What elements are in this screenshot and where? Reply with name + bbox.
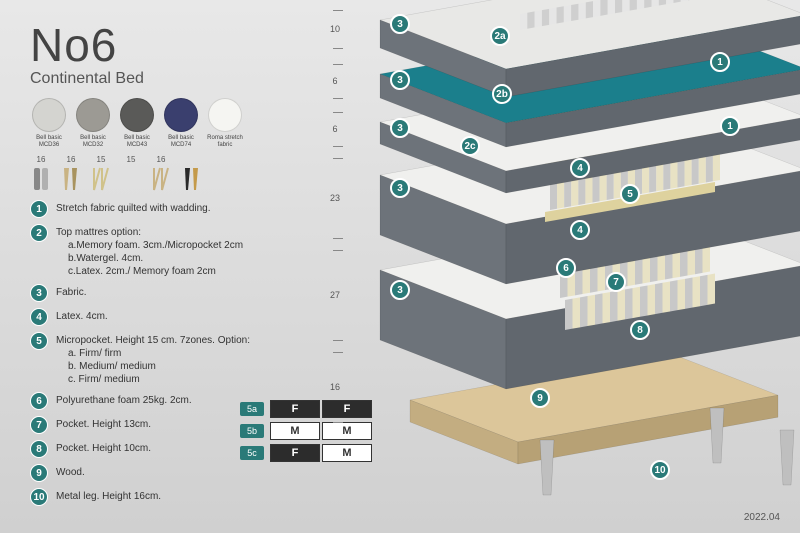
legend-text: Top mattres option:a.Memory foam. 3cm./M… <box>56 224 243 278</box>
leg-count: 16 <box>37 155 46 164</box>
diagram-badge: 3 <box>390 14 410 34</box>
leg-icon <box>30 166 52 194</box>
swatch: Bell basic MCD74 <box>162 98 200 148</box>
legend-text: Latex. 4cm. <box>56 308 108 323</box>
leg-count: 15 <box>97 155 106 164</box>
firmness-tag: 5a <box>240 402 264 416</box>
diagram-badge: 7 <box>606 272 626 292</box>
legend-badge: 4 <box>30 308 48 326</box>
diagram-badge: 8 <box>630 320 650 340</box>
swatch-label: Bell basic MCD36 <box>30 135 68 148</box>
firmness-cell: M <box>270 422 320 440</box>
legend-text: Pocket. Height 13cm. <box>56 416 151 431</box>
swatch: Roma stretch fabric <box>206 98 244 148</box>
legend-badge: 10 <box>30 488 48 506</box>
legend-row: 2 Top mattres option:a.Memory foam. 3cm./… <box>30 224 290 278</box>
swatch-chip <box>208 98 242 132</box>
diagram-badge: 2c <box>460 136 480 156</box>
leg-icon <box>120 166 142 194</box>
product-subtitle: Continental Bed <box>30 70 144 88</box>
swatch-label: Bell basic MCD43 <box>118 135 156 148</box>
swatch-chip <box>120 98 154 132</box>
legend-badge: 8 <box>30 440 48 458</box>
swatch-chip <box>76 98 110 132</box>
diagram-badge: 1 <box>720 116 740 136</box>
legend-text: Fabric. <box>56 284 87 299</box>
swatch-label: Bell basic MCD74 <box>162 135 200 148</box>
leg-style <box>180 164 202 194</box>
legend-row: 9 Wood. <box>30 464 290 482</box>
leg-count: 16 <box>157 155 166 164</box>
legend-badge: 3 <box>30 284 48 302</box>
title-block: No6 Continental Bed <box>30 18 144 88</box>
diagram-badge: 10 <box>650 460 670 480</box>
leg-count: 16 <box>67 155 76 164</box>
legend-badge: 7 <box>30 416 48 434</box>
swatch-chip <box>164 98 198 132</box>
firmness-tag: 5b <box>240 424 264 438</box>
diagram-badge: 1 <box>710 52 730 72</box>
legend-row: 3 Fabric. <box>30 284 290 302</box>
exploded-diagram: 1066232716 32a132b32c143546378910 <box>320 0 800 533</box>
legend-badge: 1 <box>30 200 48 218</box>
diagram-badge: 9 <box>530 388 550 408</box>
swatch: Bell basic MCD32 <box>74 98 112 148</box>
legend-row: 5 Micropocket. Height 15 cm. 7zones. Opti… <box>30 332 290 386</box>
diagram-badge: 3 <box>390 178 410 198</box>
diagram-badge: 4 <box>570 220 590 240</box>
swatch: Bell basic MCD43 <box>118 98 156 148</box>
leg-style: 15 <box>120 155 142 194</box>
legend-text: Pocket. Height 10cm. <box>56 440 151 455</box>
leg-icon <box>150 166 172 194</box>
legend-badge: 6 <box>30 392 48 410</box>
diagram-badge: 3 <box>390 118 410 138</box>
legend-text: Metal leg. Height 16cm. <box>56 488 161 503</box>
legend-text: Micropocket. Height 15 cm. 7zones. Optio… <box>56 332 250 386</box>
diagram-badge: 3 <box>390 280 410 300</box>
diagram-badge: 6 <box>556 258 576 278</box>
legend-row: 4 Latex. 4cm. <box>30 308 290 326</box>
legend-text: Wood. <box>56 464 85 479</box>
legend-badge: 5 <box>30 332 48 350</box>
diagram-badge: 3 <box>390 70 410 90</box>
leg-style: 16 <box>60 155 82 194</box>
leg-style: 16 <box>30 155 52 194</box>
diagram-badge: 5 <box>620 184 640 204</box>
product-title: No6 <box>30 18 144 72</box>
leg-style: 15 <box>90 155 112 194</box>
leg-icon <box>90 166 112 194</box>
swatch-label: Roma stretch fabric <box>206 135 244 148</box>
swatch-label: Bell basic MCD32 <box>74 135 112 148</box>
leg-icon <box>180 166 202 194</box>
diagram-badge: 2b <box>492 84 512 104</box>
legend-row: 10 Metal leg. Height 16cm. <box>30 488 290 506</box>
swatch: Bell basic MCD36 <box>30 98 68 148</box>
leg-count: 15 <box>127 155 136 164</box>
diagram-badge: 4 <box>570 158 590 178</box>
firmness-cell: F <box>270 400 320 418</box>
legend-row: 1 Stretch fabric quilted with wadding. <box>30 200 290 218</box>
leg-style: 16 <box>150 155 172 194</box>
leg-icon <box>60 166 82 194</box>
legend-badge: 9 <box>30 464 48 482</box>
legend-text: Polyurethane foam 25kg. 2cm. <box>56 392 192 407</box>
leg-styles: 16 16 15 15 16 <box>30 155 202 194</box>
firmness-cell: F <box>270 444 320 462</box>
legend-text: Stretch fabric quilted with wadding. <box>56 200 211 215</box>
swatch-chip <box>32 98 66 132</box>
legend-badge: 2 <box>30 224 48 242</box>
firmness-tag: 5c <box>240 446 264 460</box>
fabric-swatches: Bell basic MCD36 Bell basic MCD32 Bell bas… <box>30 98 244 148</box>
diagram-badge: 2a <box>490 26 510 46</box>
